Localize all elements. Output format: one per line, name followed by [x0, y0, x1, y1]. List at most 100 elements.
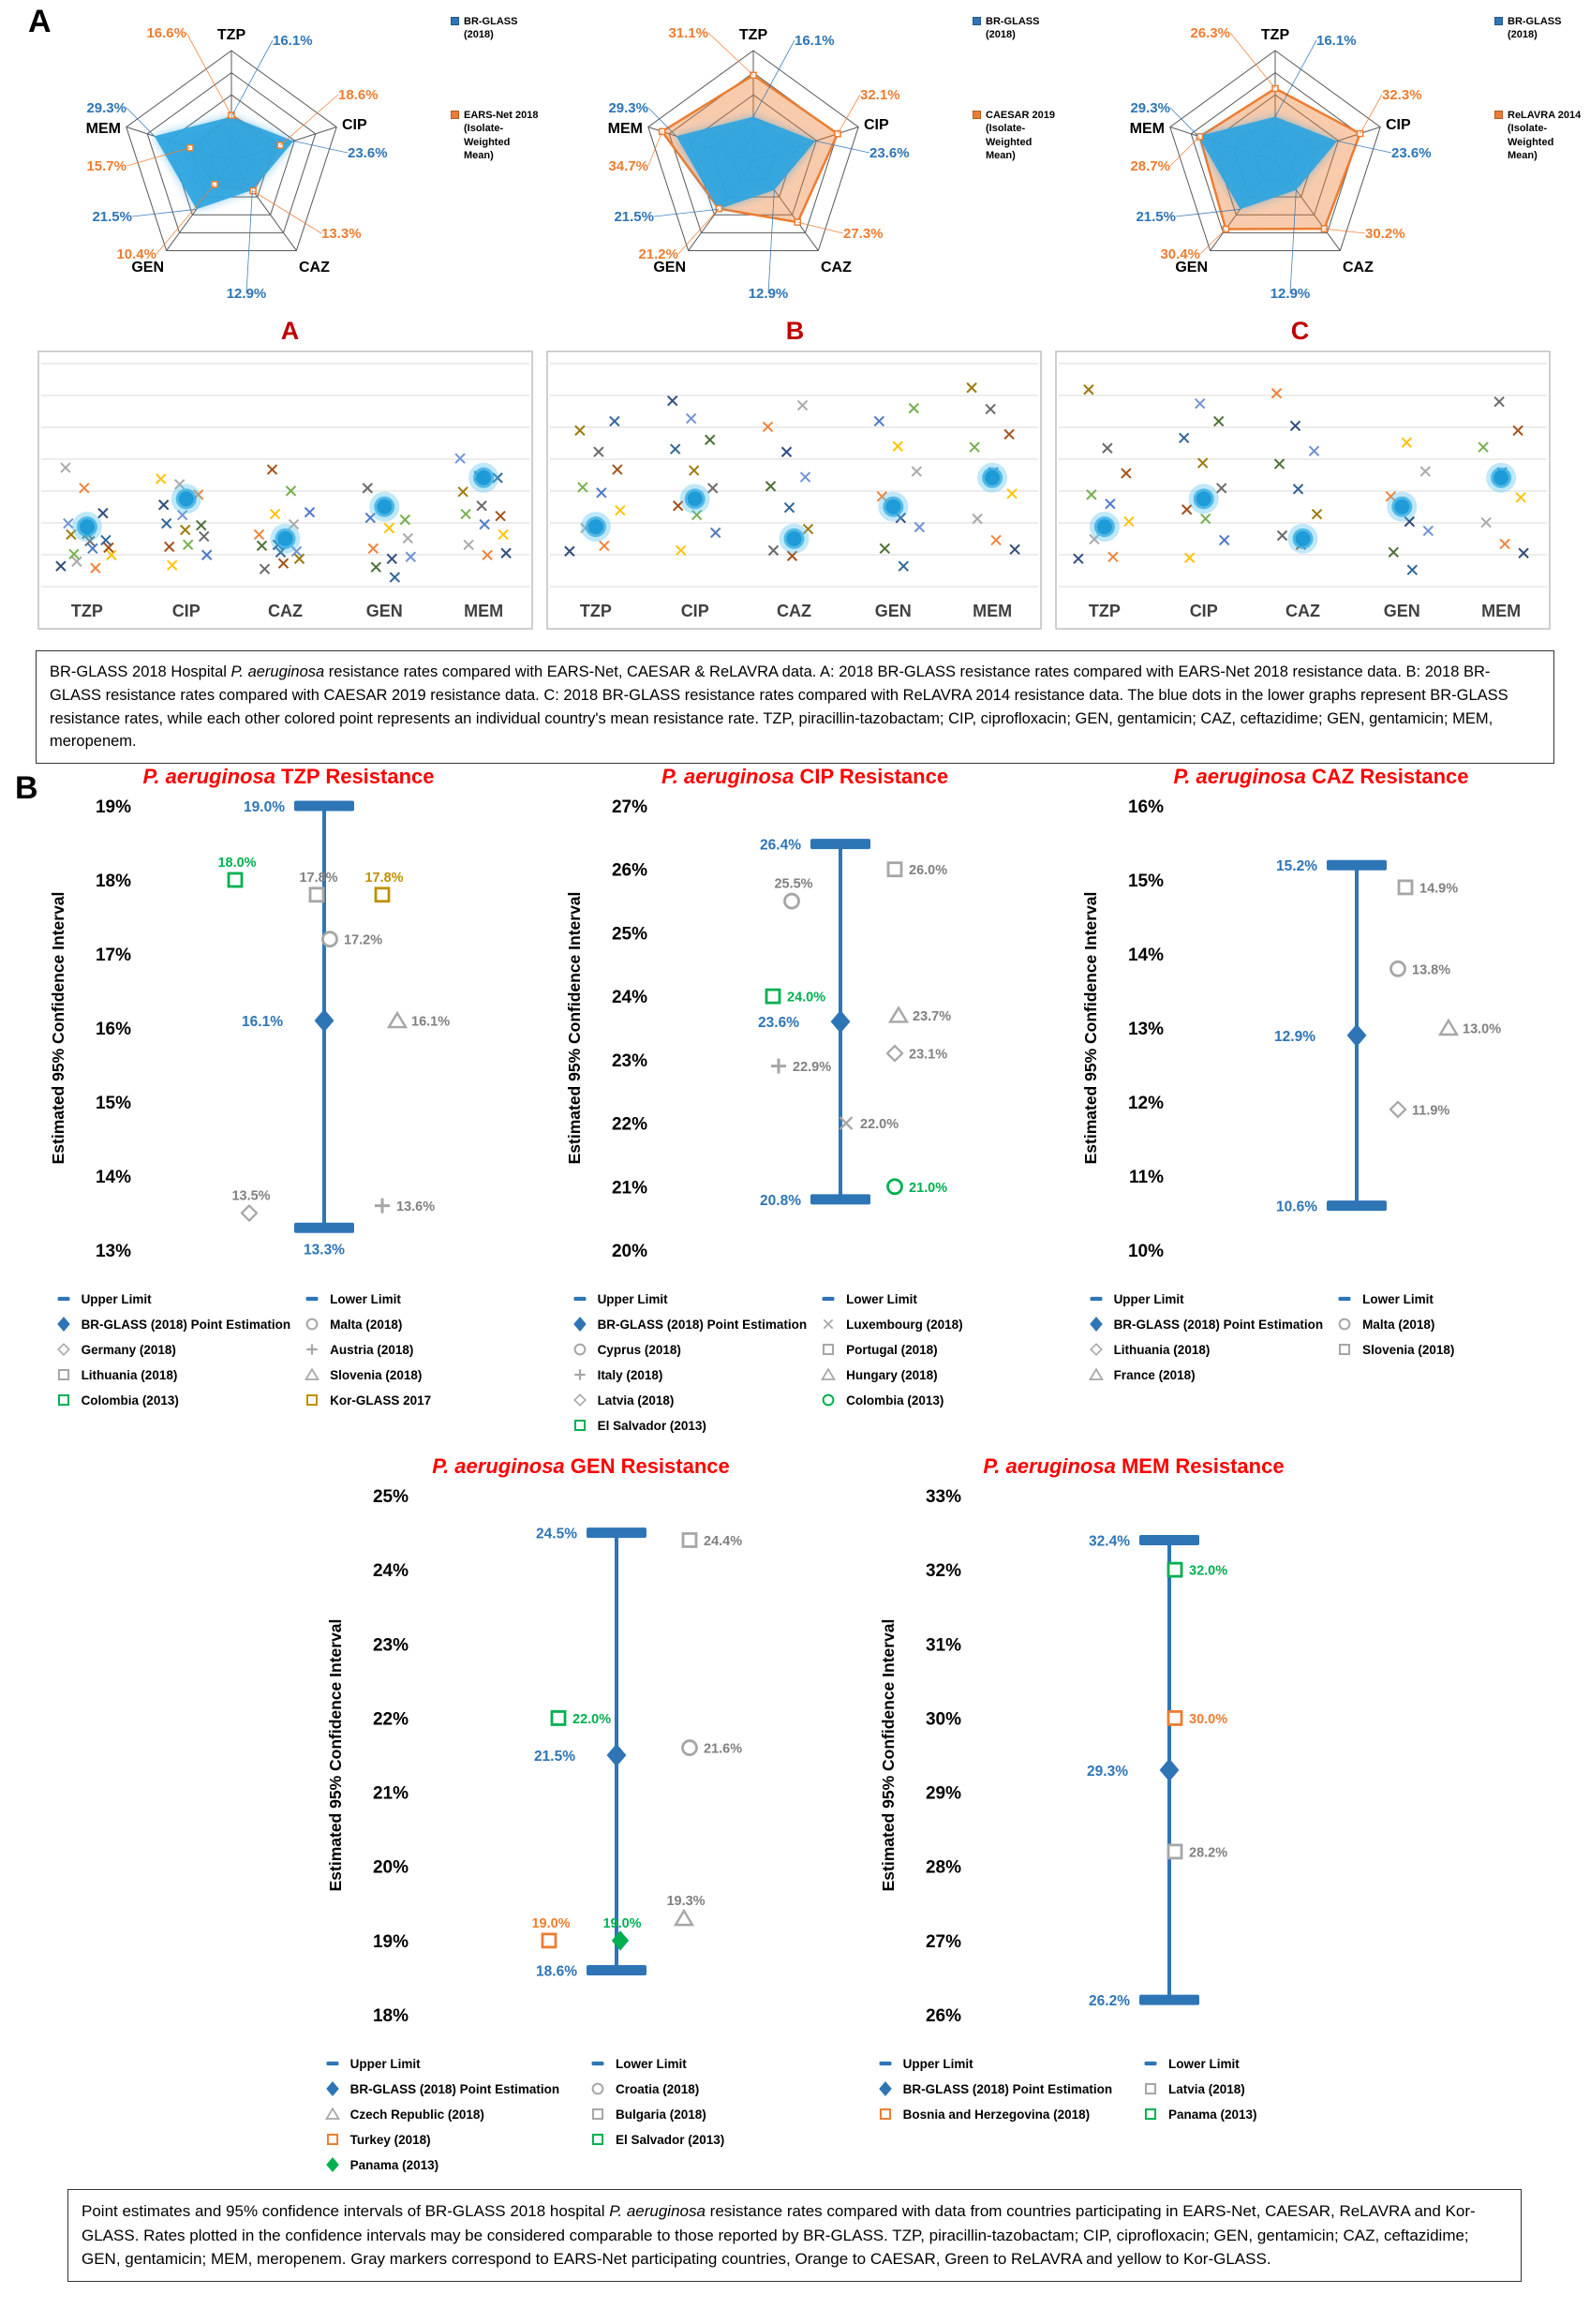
svg-text:13.5%: 13.5%	[231, 1189, 270, 1204]
svg-text:CIP: CIP	[1190, 602, 1218, 620]
svg-text:20%: 20%	[373, 1858, 409, 1878]
ci-chart-caz: P. aeruginosa CAZ Resistance Estimated 9…	[1074, 765, 1568, 1433]
legend-item: Bulgaria (2018)	[586, 2107, 841, 2122]
circle-legend-icon	[591, 2082, 604, 2095]
legend-label: Lower Limit	[330, 1291, 401, 1306]
panel-b-label: B	[15, 770, 38, 806]
svg-text:CIP: CIP	[1386, 117, 1411, 133]
title-rest: CAZ Resistance	[1305, 765, 1469, 788]
legend-label: Lower Limit	[1362, 1291, 1434, 1306]
title-rest: GEN Resistance	[564, 1454, 730, 1478]
legend-label: Luxembourg (2018)	[846, 1317, 963, 1332]
svg-text:GEN: GEN	[875, 602, 912, 620]
scatter-chart: TZP CIP CAZ GEN MEM	[546, 350, 1042, 630]
legend-label: Upper Limit	[597, 1291, 668, 1306]
legend-label: BR-GLASS (2018) Point Estimation	[1113, 1317, 1324, 1332]
legend-item: Lower Limit	[300, 1291, 526, 1306]
svg-text:MEM: MEM	[608, 121, 643, 137]
ci-legend: Upper Limit Lower Limit BR-GLASS (2018) Po…	[320, 2056, 842, 2172]
svg-text:CAZ: CAZ	[299, 260, 330, 276]
legend-label: Cyprus (2018)	[597, 1342, 681, 1357]
square-legend-icon	[1339, 1343, 1351, 1356]
legend-item: Kor-GLASS 2017	[300, 1393, 526, 1408]
caption-a: BR-GLASS 2018 Hospital P. aeruginosa res…	[36, 650, 1554, 764]
scatter-label-c: C	[1290, 317, 1310, 345]
legend-item: Luxembourg (2018)	[816, 1317, 1042, 1332]
svg-text:18%: 18%	[373, 2006, 409, 2026]
svg-text:26.0%: 26.0%	[909, 863, 947, 878]
ci-legend: Upper Limit Lower Limit BR-GLASS (2018) Po…	[52, 1291, 527, 1408]
radar-chart: TZP 16.1% 31.1% CIP 23.6% 32.1% CAZ 12.9% 27.3% G…	[608, 25, 910, 302]
legend-label: Kor-GLASS 2017	[330, 1393, 432, 1408]
ci-chart: Estimated 95% Confidence Interval 13% 14% 1…	[49, 797, 450, 1261]
legend-label: Latvia (2018)	[597, 1393, 675, 1408]
svg-text:CIP: CIP	[342, 117, 367, 133]
legend-item: Turkey (2018)	[320, 2132, 576, 2147]
legend-label: Bosnia and Herzegovina (2018)	[902, 2107, 1091, 2122]
hbar-legend-icon	[879, 2061, 892, 2066]
svg-text:13.0%: 13.0%	[1463, 1022, 1501, 1037]
legend-item: Slovenia (2018)	[1332, 1342, 1558, 1357]
legend-item: Panama (2013)	[1138, 2107, 1394, 2122]
svg-text:29.3%: 29.3%	[1130, 100, 1170, 116]
legend-item: Portugal (2018)	[816, 1342, 1042, 1357]
svg-text:10.4%: 10.4%	[116, 246, 156, 262]
legend-label: BR-GLASS (2018) Point Estimation	[597, 1317, 808, 1332]
svg-text:23.7%: 23.7%	[913, 1009, 951, 1024]
svg-text:27.3%: 27.3%	[843, 226, 884, 242]
hbar-legend-icon	[57, 1296, 70, 1302]
triangle-legend-icon	[305, 1367, 320, 1380]
title-italic: P. aeruginosa	[432, 1454, 565, 1478]
legend-label: BR-GLASS (2018)	[1508, 16, 1562, 41]
svg-text:CAZ: CAZ	[821, 260, 852, 276]
ci-legend: Upper Limit Lower Limit BR-GLASS (2018) Po…	[873, 2056, 1395, 2122]
svg-text:CIP: CIP	[681, 602, 709, 620]
legend-label: Lithuania (2018)	[1113, 1342, 1211, 1357]
legend-label: BR-GLASS (2018)	[464, 16, 518, 41]
panel-a-label: A	[28, 4, 52, 39]
legend-label: BR-GLASS (2018) Point Estimation	[349, 2081, 560, 2096]
legend-item: ReLAVRA 2014 (Isolate- Weighted Mean)	[1494, 109, 1584, 162]
legend-item: EARS-Net 2018 (Isolate- Weighted Mean)	[451, 109, 541, 162]
svg-text:23%: 23%	[612, 1051, 647, 1071]
svg-text:22%: 22%	[612, 1115, 647, 1135]
legend-label: EARS-Net 2018 (Isolate- Weighted Mean)	[464, 110, 539, 161]
legend-item: Upper Limit	[52, 1291, 291, 1306]
svg-text:16%: 16%	[96, 1020, 131, 1039]
ci-svg: Estimated 95% Confidence Interval 20% 21% 2…	[565, 797, 951, 1261]
hbar-legend-icon	[326, 2061, 339, 2066]
svg-text:26.4%: 26.4%	[760, 838, 801, 854]
svg-text:31%: 31%	[926, 1635, 961, 1655]
svg-text:21%: 21%	[612, 1178, 647, 1198]
legend-item: Czech Republic (2018)	[320, 2107, 576, 2122]
svg-text:GEN: GEN	[131, 260, 164, 276]
legend-swatch-orange-icon	[1494, 111, 1503, 119]
legend-item: BR-GLASS (2018) Point Estimation	[320, 2081, 576, 2096]
legend-item: Malta (2018)	[300, 1317, 526, 1332]
ci-svg: Estimated 95% Confidence Interval 13% 14% 1…	[49, 797, 450, 1261]
ci-chart: Estimated 95% Confidence Interval 10% 11% 1…	[1081, 797, 1501, 1261]
svg-text:13.6%: 13.6%	[396, 1199, 435, 1214]
radar-chart: TZP 16.1% 16.6% CIP 23.6% 18.6% CAZ 12.9% 13.3% G…	[86, 25, 388, 302]
plus-legend-icon	[573, 1369, 586, 1380]
legend-label: Lithuania (2018)	[81, 1367, 178, 1382]
svg-text:11.9%: 11.9%	[1412, 1103, 1449, 1118]
legend-item: BR-GLASS (2018)	[973, 15, 1062, 42]
svg-text:Estimated 95% Confidence Inter: Estimated 95% Confidence Interval	[879, 1619, 898, 1892]
svg-text:25%: 25%	[373, 1487, 409, 1507]
legend-item: Upper Limit	[320, 2056, 576, 2071]
legend-item: Panama (2013)	[320, 2157, 576, 2172]
legend-item: Bosnia and Herzegovina (2018)	[873, 2107, 1129, 2122]
svg-text:MEM: MEM	[464, 602, 503, 620]
legend-item: El Salvador (2013)	[568, 1418, 808, 1433]
svg-text:27%: 27%	[612, 797, 647, 817]
svg-text:22.0%: 22.0%	[572, 1712, 611, 1727]
ci-chart-title: P. aeruginosa CAZ Resistance	[1173, 765, 1468, 789]
legend-label: Upper Limit	[349, 2056, 421, 2071]
svg-text:14%: 14%	[96, 1168, 131, 1187]
diamond-filled-legend-icon	[878, 2081, 892, 2096]
hbar-legend-icon	[1144, 2061, 1157, 2066]
legend-item: Slovenia (2018)	[300, 1367, 526, 1382]
svg-text:11%: 11%	[1129, 1168, 1164, 1187]
legend-label: ReLAVRA 2014 (Isolate- Weighted Mean)	[1508, 110, 1582, 161]
